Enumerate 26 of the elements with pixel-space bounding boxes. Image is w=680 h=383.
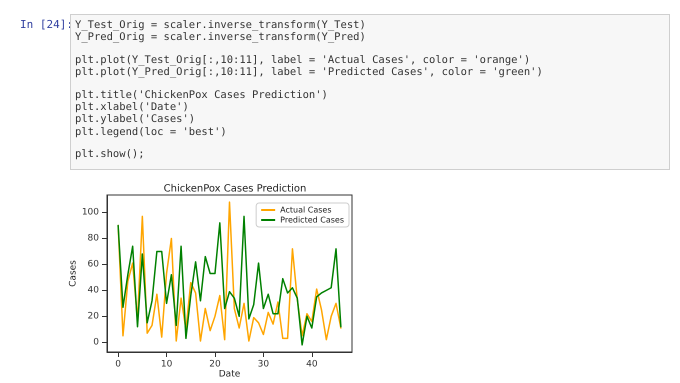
y-tick-label: 80	[88, 233, 100, 244]
text: plt.plot(Y_Test_Orig[:,10:11], label = 'Actual Cases', color = 'orange')	[75, 54, 532, 66]
x-tick-label: 40	[306, 360, 318, 370]
text: plt.title('ChickenPox Cases Prediction')	[75, 88, 329, 101]
y-tick-label: 100	[82, 208, 100, 218]
legend-label: Predicted Cases	[280, 216, 344, 224]
text: plt.xlabel('Date')	[75, 100, 190, 114]
text: Y_Pred_Orig = scaler.inverse_transform(Y_Pred)	[75, 31, 367, 44]
x-axis-title: Date	[218, 370, 241, 380]
y-tick-label: 20	[88, 311, 100, 322]
text: plt.legend(loc = 'best')	[75, 126, 228, 138]
y-tick-label: 60	[88, 259, 100, 270]
x-tick-label: 30	[258, 360, 270, 370]
x-tick-label: 10	[160, 360, 173, 370]
y-tick-label: 40	[88, 285, 100, 296]
chart-title: ChickenPox Cases Prediction	[164, 184, 306, 194]
x-tick-label: 20	[209, 360, 221, 370]
y-tick-label: 0	[93, 337, 100, 348]
text: Y_Test_Orig = scaler.inverse_transform(Y_Test)	[75, 19, 367, 32]
text: plt.show();	[75, 148, 146, 161]
y-axis-title: Cases	[68, 260, 78, 287]
text: In [24]:	[20, 18, 73, 31]
text: plt.plot(Y_Pred_Orig[:,10:11], label = 'Predicted Cases', color = 'green')	[75, 66, 544, 79]
text: plt.ylabel('Cases')	[75, 113, 196, 126]
x-tick-label: 0	[115, 360, 122, 370]
legend-label: Actual Cases	[280, 206, 332, 214]
